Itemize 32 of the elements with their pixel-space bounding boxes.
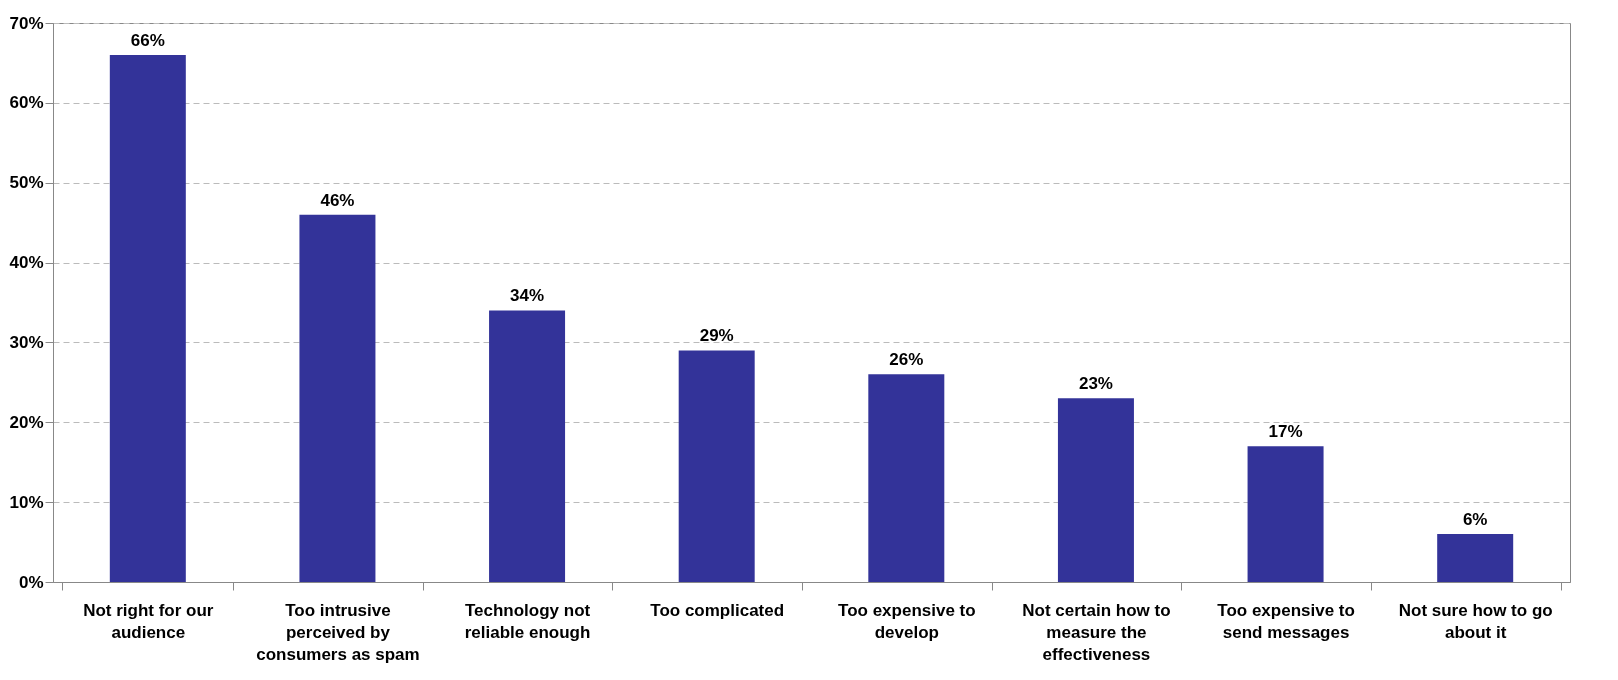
data-label: 29% [699, 326, 734, 346]
x-tick-label: Not certain how to measure the effectiveness [1022, 600, 1171, 664]
x-tick-label: Not right for our audience [83, 600, 214, 642]
data-label: 6% [1462, 510, 1488, 530]
data-label: 17% [1268, 422, 1303, 442]
bar [1057, 398, 1134, 582]
x-tick-label: Too expensive to develop [838, 600, 976, 642]
bar [1247, 446, 1324, 582]
y-tick-label: 20% [9, 412, 44, 432]
y-tick-label: 40% [9, 253, 44, 273]
x-tick-label: Too expensive to send messages [1217, 600, 1355, 642]
bar [489, 310, 566, 582]
bar [1437, 534, 1514, 582]
y-tick-label: 70% [9, 13, 44, 33]
y-tick-label: 0% [18, 572, 44, 592]
data-label: 26% [889, 350, 924, 370]
bar [678, 350, 755, 582]
y-tick-label: 30% [9, 332, 44, 352]
x-tick-label: Too intrusive perceived by consumers as spam [256, 600, 420, 664]
x-tick-label: Not sure how to go about it [1398, 600, 1553, 642]
y-tick-label: 10% [9, 492, 44, 512]
x-tick-label: Technology not reliable enough [464, 600, 591, 642]
data-label: 46% [320, 190, 355, 210]
bar [299, 214, 376, 582]
data-label: 34% [510, 286, 545, 306]
y-tick-label: 50% [9, 173, 44, 193]
data-label: 66% [130, 30, 165, 50]
data-label: 23% [1078, 374, 1113, 394]
bar [109, 54, 186, 582]
y-tick-label: 60% [9, 93, 44, 113]
bar [868, 374, 945, 582]
x-tick-label: Too complicated [650, 600, 785, 620]
